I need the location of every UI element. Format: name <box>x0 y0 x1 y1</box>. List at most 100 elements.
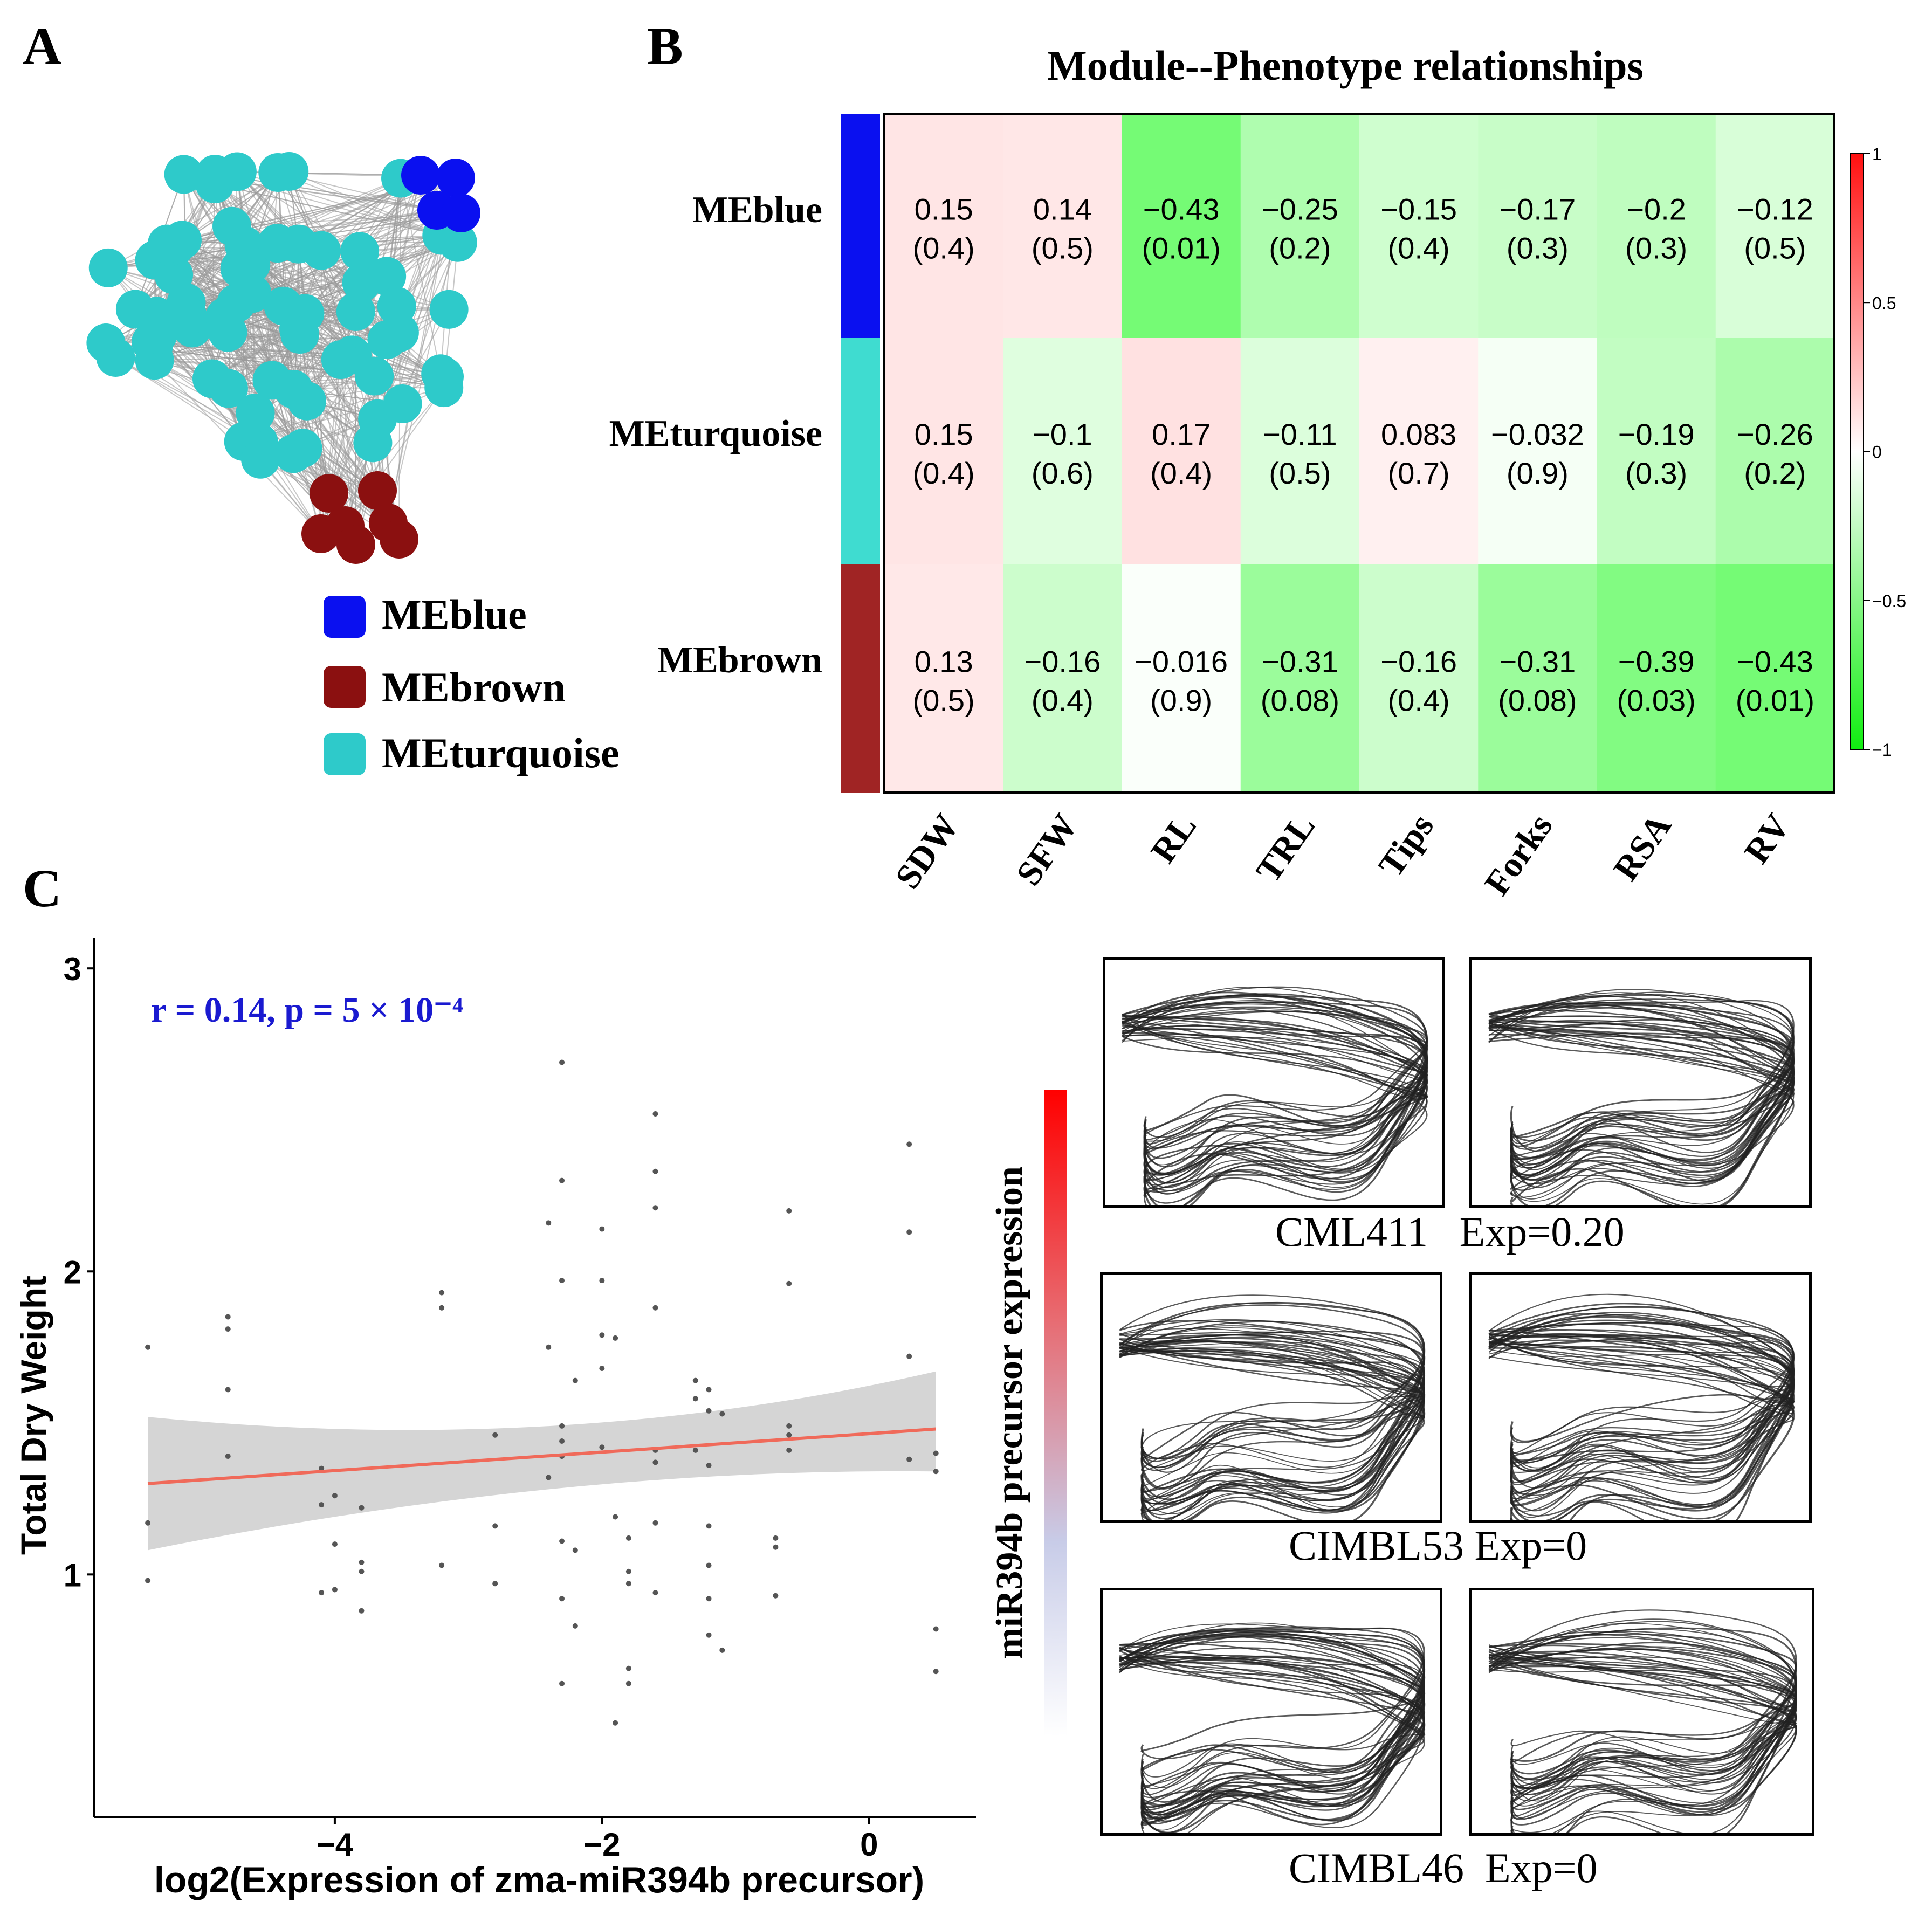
root-strand <box>1119 1641 1425 1790</box>
scatter-point <box>773 1544 779 1550</box>
root-strand <box>1119 1636 1425 1821</box>
cell-pvalue-label: (0.2) <box>1744 456 1806 490</box>
scatter-point <box>559 1438 565 1444</box>
cell-pvalue-label: (0.4) <box>913 456 975 490</box>
caption-cimbl53: CIMBL53 Exp=0 <box>1289 1522 1587 1569</box>
heatmap-cell <box>1122 338 1241 564</box>
root-strand <box>1488 1313 1795 1495</box>
root-scan-icon <box>1488 1293 1795 1520</box>
root-strand <box>1122 995 1428 1205</box>
scatter-point <box>906 1353 912 1359</box>
root-strand <box>1488 1623 1797 1802</box>
network-node <box>236 394 275 433</box>
root-strand <box>1122 993 1428 1204</box>
heatmap-colorbar: 1 0.5 0 −0.5 −1 <box>1850 144 1906 760</box>
scatter-point <box>719 1647 725 1653</box>
scatter-y-axis-label: Total Dry Weight <box>13 1276 53 1555</box>
scatter-point <box>572 1377 578 1383</box>
network-edge <box>250 264 400 333</box>
network-node <box>279 224 318 264</box>
root-strand <box>1488 1018 1795 1205</box>
root-strand <box>1122 1020 1428 1149</box>
heatmap-cell <box>1715 114 1835 338</box>
root-strand <box>1489 1648 1797 1795</box>
scatter-point <box>706 1463 712 1468</box>
scatter-point <box>706 1632 712 1638</box>
cell-pvalue-label: (0.4) <box>1150 456 1212 490</box>
root-scan-icon <box>1118 1622 1426 1833</box>
scatter-point <box>706 1596 712 1602</box>
cell-value-label: −0.1 <box>1033 417 1092 451</box>
network-node <box>336 292 375 332</box>
root-strand <box>1122 1008 1428 1186</box>
cell-value-label: 0.15 <box>915 192 973 226</box>
scatter-point <box>359 1568 365 1574</box>
network-node <box>217 152 257 191</box>
cell-pvalue-label: (0.7) <box>1388 456 1450 490</box>
gradient-label: miR394b precursor expression <box>989 1166 1030 1659</box>
heatmap-cell <box>1003 114 1122 338</box>
scatter-point <box>652 1459 658 1465</box>
root-strand <box>1488 1333 1795 1461</box>
scatter-point <box>613 1514 618 1520</box>
root-strand <box>1119 1651 1425 1813</box>
coexpression-network <box>86 151 480 775</box>
root-scan-icon <box>1118 1294 1426 1520</box>
cell-value-label: 0.14 <box>1033 192 1092 226</box>
root-strand <box>1119 1340 1425 1504</box>
root-strand <box>1118 1302 1426 1493</box>
cell-value-label: −0.43 <box>1737 645 1813 679</box>
scatter-point <box>319 1502 325 1508</box>
scatter-point <box>145 1520 151 1526</box>
heatmap-column-label: Forks <box>1477 807 1560 903</box>
network-nodes <box>86 151 480 564</box>
x-tick-label: −2 <box>583 1827 620 1863</box>
root-strand <box>1119 1642 1426 1829</box>
root-strand <box>1488 991 1795 1144</box>
y-tick-label: 1 <box>64 1557 81 1593</box>
root-strand <box>1119 1320 1425 1454</box>
root-strand <box>1119 1347 1425 1460</box>
cell-pvalue-label: (0.4) <box>1388 684 1450 718</box>
cell-value-label: −0.2 <box>1626 192 1686 226</box>
root-strand <box>1489 1663 1797 1809</box>
cell-value-label: −0.032 <box>1491 417 1584 451</box>
heatmap-row-label: MEbrown <box>657 639 822 681</box>
cell-pvalue-label: (0.03) <box>1617 684 1695 718</box>
root-strand <box>1488 1004 1795 1153</box>
root-strand <box>1488 994 1795 1165</box>
root-strand <box>1122 997 1428 1195</box>
scatter-point <box>613 1335 618 1341</box>
root-strand <box>1488 1329 1795 1464</box>
cell-value-label: −0.31 <box>1262 645 1338 679</box>
row-color-block <box>841 564 880 793</box>
scatter-point <box>359 1608 365 1614</box>
root-strand <box>1488 1314 1795 1467</box>
root-strand <box>1119 1320 1425 1493</box>
root-strand <box>1488 1651 1797 1833</box>
heatmap-row-label: MEblue <box>692 189 822 231</box>
network-node <box>310 474 348 513</box>
heatmap-row-labels: MEblue MEturquoise MEbrown <box>609 189 822 681</box>
y-tick-label: 3 <box>64 951 81 987</box>
heatmap-cell <box>1359 564 1479 793</box>
cell-pvalue-label: (0.9) <box>1507 456 1569 490</box>
caption-cimbl46: CIMBL46 Exp=0 <box>1289 1844 1598 1891</box>
colorbar-tick-label: −0.5 <box>1872 591 1906 611</box>
root-strand <box>1119 1656 1425 1773</box>
scatter-point <box>706 1408 712 1414</box>
colorbar-tick-label: 0 <box>1872 443 1882 462</box>
scatter-point <box>692 1377 698 1383</box>
root-strand <box>1119 1334 1426 1459</box>
scatter-point <box>625 1680 631 1686</box>
fit-line <box>147 1427 936 1485</box>
colorbar-tick-label: 0.5 <box>1872 293 1896 313</box>
root-strand <box>1489 1024 1795 1160</box>
scatter-point <box>332 1493 338 1499</box>
cell-value-label: −0.25 <box>1262 192 1338 226</box>
scatter-point <box>546 1344 552 1350</box>
cell-value-label: 0.083 <box>1381 417 1456 451</box>
root-strand <box>1119 1629 1425 1826</box>
network-node <box>283 429 322 468</box>
heatmap-cell <box>1715 564 1835 793</box>
